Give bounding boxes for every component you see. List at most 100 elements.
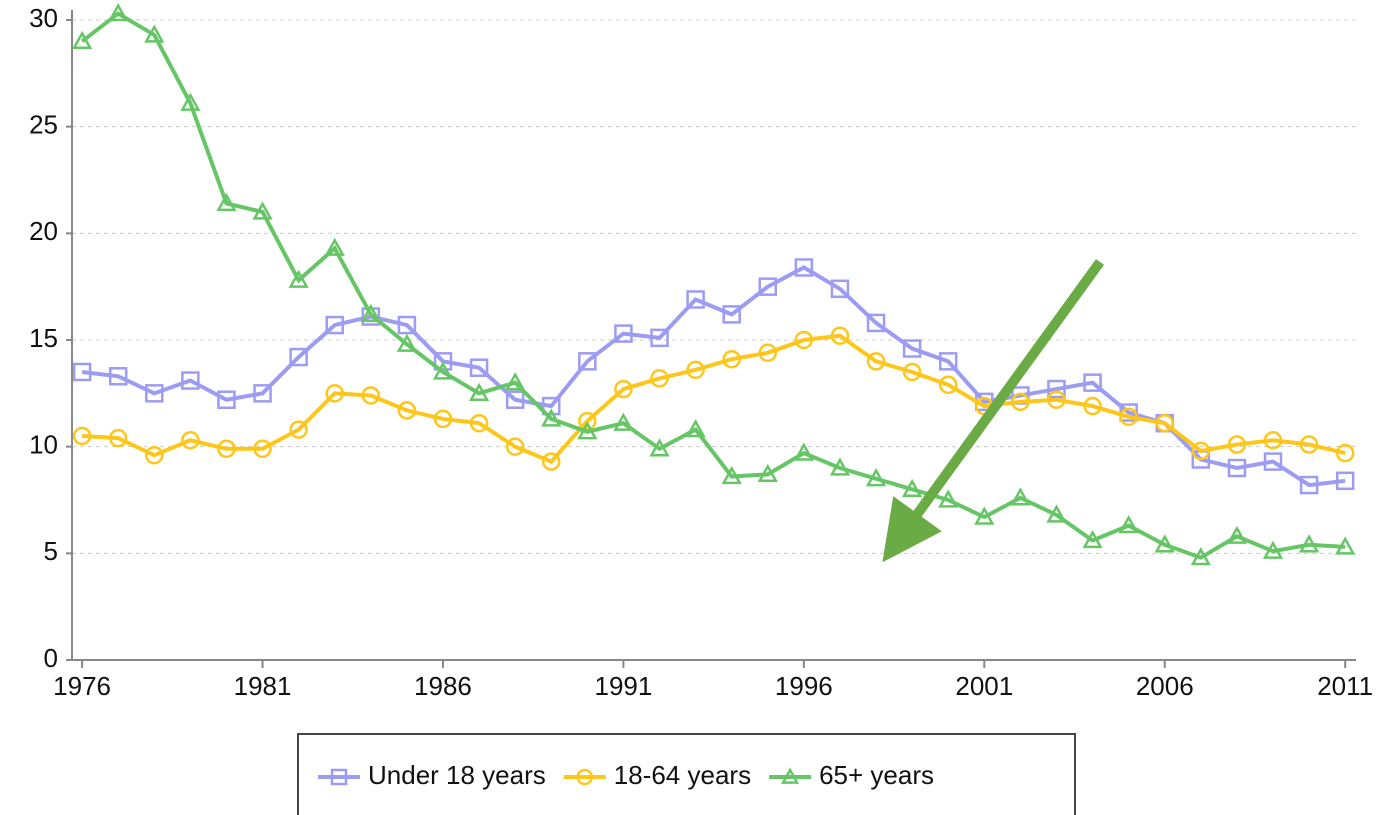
marker bbox=[180, 92, 201, 111]
marker bbox=[325, 315, 344, 335]
y-tick-label: 0 bbox=[44, 643, 58, 673]
marker bbox=[578, 352, 597, 371]
marker bbox=[144, 24, 165, 43]
marker bbox=[758, 277, 778, 296]
marker bbox=[613, 412, 634, 431]
annotation-arrow bbox=[882, 259, 1105, 563]
marker bbox=[901, 478, 923, 497]
y-tick-label: 20 bbox=[29, 216, 58, 246]
marker bbox=[1191, 441, 1211, 461]
marker bbox=[217, 439, 236, 459]
marker bbox=[324, 237, 345, 256]
marker bbox=[145, 384, 164, 403]
marker bbox=[1047, 390, 1066, 409]
marker bbox=[722, 349, 741, 369]
x-tick-label: 1986 bbox=[414, 671, 472, 701]
marker bbox=[330, 768, 348, 786]
marker bbox=[1011, 392, 1030, 412]
marker bbox=[181, 371, 200, 390]
marker bbox=[938, 375, 958, 395]
marker bbox=[794, 330, 814, 350]
marker bbox=[505, 437, 525, 456]
marker bbox=[1082, 529, 1103, 549]
marker bbox=[1299, 475, 1319, 495]
marker bbox=[650, 369, 669, 388]
marker bbox=[1083, 373, 1102, 392]
marker bbox=[938, 352, 958, 371]
y-tick-label: 30 bbox=[29, 3, 58, 33]
marker bbox=[71, 30, 93, 49]
marker bbox=[722, 305, 741, 324]
marker bbox=[72, 362, 92, 382]
x-tick-label: 2011 bbox=[1317, 671, 1373, 701]
marker bbox=[253, 439, 272, 459]
marker bbox=[469, 358, 489, 377]
series-line bbox=[81, 265, 1346, 488]
marker bbox=[360, 303, 381, 323]
x-tick-label: 2001 bbox=[955, 671, 1013, 701]
marker bbox=[721, 465, 742, 485]
marker bbox=[1118, 515, 1139, 534]
y-tick-label: 5 bbox=[44, 536, 58, 566]
marker bbox=[253, 384, 272, 403]
marker bbox=[397, 315, 417, 335]
marker bbox=[1227, 458, 1247, 478]
marker bbox=[1119, 407, 1138, 427]
marker bbox=[1047, 379, 1066, 399]
marker bbox=[686, 290, 705, 309]
legend-label: 18-64 years bbox=[614, 760, 751, 790]
marker bbox=[578, 411, 597, 431]
marker bbox=[830, 279, 850, 299]
marker bbox=[758, 343, 778, 363]
legend-label: Under 18 years bbox=[368, 760, 546, 790]
marker bbox=[145, 445, 164, 465]
marker bbox=[614, 324, 633, 343]
marker bbox=[577, 421, 598, 440]
marker bbox=[1299, 435, 1319, 454]
marker bbox=[397, 401, 417, 420]
marker bbox=[469, 413, 489, 433]
marker bbox=[830, 326, 850, 345]
y-tick-label: 25 bbox=[29, 110, 58, 140]
marker bbox=[1263, 431, 1283, 450]
marker bbox=[686, 360, 705, 380]
marker bbox=[685, 419, 706, 438]
marker bbox=[217, 390, 236, 409]
marker bbox=[902, 339, 922, 358]
marker bbox=[614, 379, 633, 399]
marker bbox=[108, 367, 128, 386]
x-tick-label: 1976 bbox=[53, 671, 111, 701]
marker bbox=[468, 382, 490, 401]
marker bbox=[181, 431, 200, 450]
marker bbox=[216, 192, 237, 212]
y-tick-label: 15 bbox=[29, 323, 58, 353]
marker bbox=[505, 372, 526, 391]
marker bbox=[1083, 396, 1102, 416]
marker bbox=[1335, 471, 1355, 491]
marker bbox=[1046, 504, 1067, 523]
marker bbox=[1263, 452, 1283, 471]
marker bbox=[974, 506, 995, 525]
marker bbox=[576, 768, 594, 786]
marker bbox=[108, 3, 129, 22]
marker bbox=[650, 328, 669, 348]
marker bbox=[1154, 534, 1175, 553]
marker bbox=[1010, 487, 1031, 506]
y-tick-label: 10 bbox=[29, 430, 58, 460]
marker bbox=[108, 428, 128, 448]
marker bbox=[505, 390, 525, 409]
marker bbox=[793, 442, 814, 461]
legend-box bbox=[297, 733, 1076, 815]
plot-area: 0 5 10 15 20 25 30 1976 1981 1986 1991 1996 2001 2006… bbox=[29, 3, 1373, 701]
marker bbox=[289, 347, 308, 367]
marker bbox=[829, 457, 851, 476]
marker bbox=[1335, 443, 1355, 463]
marker bbox=[325, 384, 344, 403]
marker bbox=[902, 362, 922, 382]
marker bbox=[1298, 534, 1320, 553]
marker bbox=[433, 409, 453, 429]
marker bbox=[1190, 547, 1211, 566]
marker bbox=[1262, 540, 1284, 559]
marker bbox=[252, 201, 273, 220]
marker bbox=[289, 420, 308, 439]
